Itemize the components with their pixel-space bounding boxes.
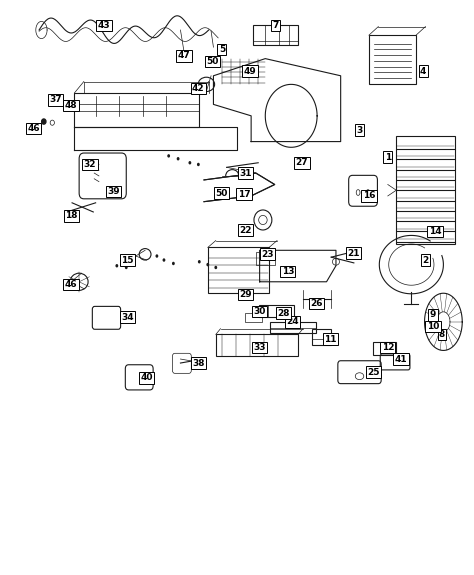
Text: 32: 32: [84, 160, 96, 169]
Text: 46: 46: [27, 124, 40, 133]
Ellipse shape: [50, 120, 55, 125]
Text: 46: 46: [65, 280, 77, 289]
Text: 50: 50: [206, 57, 219, 66]
Ellipse shape: [198, 260, 201, 263]
Text: 30: 30: [254, 307, 266, 316]
Text: 9: 9: [430, 310, 436, 320]
Text: 2: 2: [422, 255, 428, 264]
Ellipse shape: [189, 161, 191, 164]
Text: 25: 25: [367, 367, 380, 377]
Text: 42: 42: [192, 84, 205, 93]
Bar: [246, 313, 262, 322]
Text: 3: 3: [356, 126, 363, 135]
Ellipse shape: [42, 119, 46, 124]
Text: 49: 49: [244, 67, 256, 76]
Bar: [270, 322, 316, 334]
Bar: [396, 136, 455, 244]
Text: 26: 26: [310, 299, 322, 308]
Text: 33: 33: [254, 343, 266, 352]
Text: 5: 5: [219, 45, 225, 54]
Text: 18: 18: [65, 212, 77, 220]
Text: 8: 8: [439, 330, 445, 339]
Text: 40: 40: [140, 373, 153, 382]
Text: 22: 22: [239, 226, 252, 235]
Text: 39: 39: [107, 187, 120, 196]
Ellipse shape: [116, 264, 118, 267]
Text: 11: 11: [324, 335, 337, 343]
Text: 43: 43: [98, 21, 110, 30]
Text: 17: 17: [238, 190, 250, 199]
Text: 41: 41: [395, 355, 407, 363]
Ellipse shape: [197, 163, 200, 166]
Text: 38: 38: [192, 359, 205, 367]
Ellipse shape: [206, 263, 209, 266]
Text: 13: 13: [282, 267, 294, 276]
Text: 50: 50: [216, 189, 228, 198]
Bar: [256, 252, 275, 264]
Text: 15: 15: [121, 255, 134, 264]
Text: 28: 28: [277, 309, 290, 318]
Ellipse shape: [167, 154, 170, 158]
Bar: [373, 343, 396, 355]
Bar: [369, 35, 416, 84]
Text: 1: 1: [385, 152, 391, 162]
Text: 37: 37: [49, 95, 62, 104]
Text: 12: 12: [382, 343, 394, 352]
Bar: [216, 335, 298, 356]
Ellipse shape: [125, 266, 128, 269]
Text: 14: 14: [428, 227, 441, 236]
Text: 34: 34: [121, 313, 134, 322]
Ellipse shape: [214, 266, 217, 269]
Bar: [254, 25, 298, 45]
Text: 24: 24: [286, 317, 299, 327]
Text: 31: 31: [239, 168, 252, 178]
Text: 23: 23: [261, 250, 274, 259]
Text: 16: 16: [363, 191, 375, 201]
Text: 21: 21: [347, 248, 360, 258]
Ellipse shape: [177, 157, 180, 160]
Text: 4: 4: [420, 67, 426, 76]
Bar: [259, 305, 294, 317]
Polygon shape: [204, 173, 275, 202]
Text: 7: 7: [273, 21, 279, 30]
Bar: [208, 247, 269, 293]
Ellipse shape: [155, 254, 158, 258]
Ellipse shape: [163, 258, 165, 262]
Bar: [312, 329, 331, 345]
Ellipse shape: [172, 262, 175, 265]
Text: 29: 29: [239, 290, 252, 299]
Text: 48: 48: [65, 101, 77, 110]
Text: 10: 10: [427, 322, 439, 331]
Text: 27: 27: [296, 158, 309, 167]
Text: 47: 47: [178, 51, 191, 60]
